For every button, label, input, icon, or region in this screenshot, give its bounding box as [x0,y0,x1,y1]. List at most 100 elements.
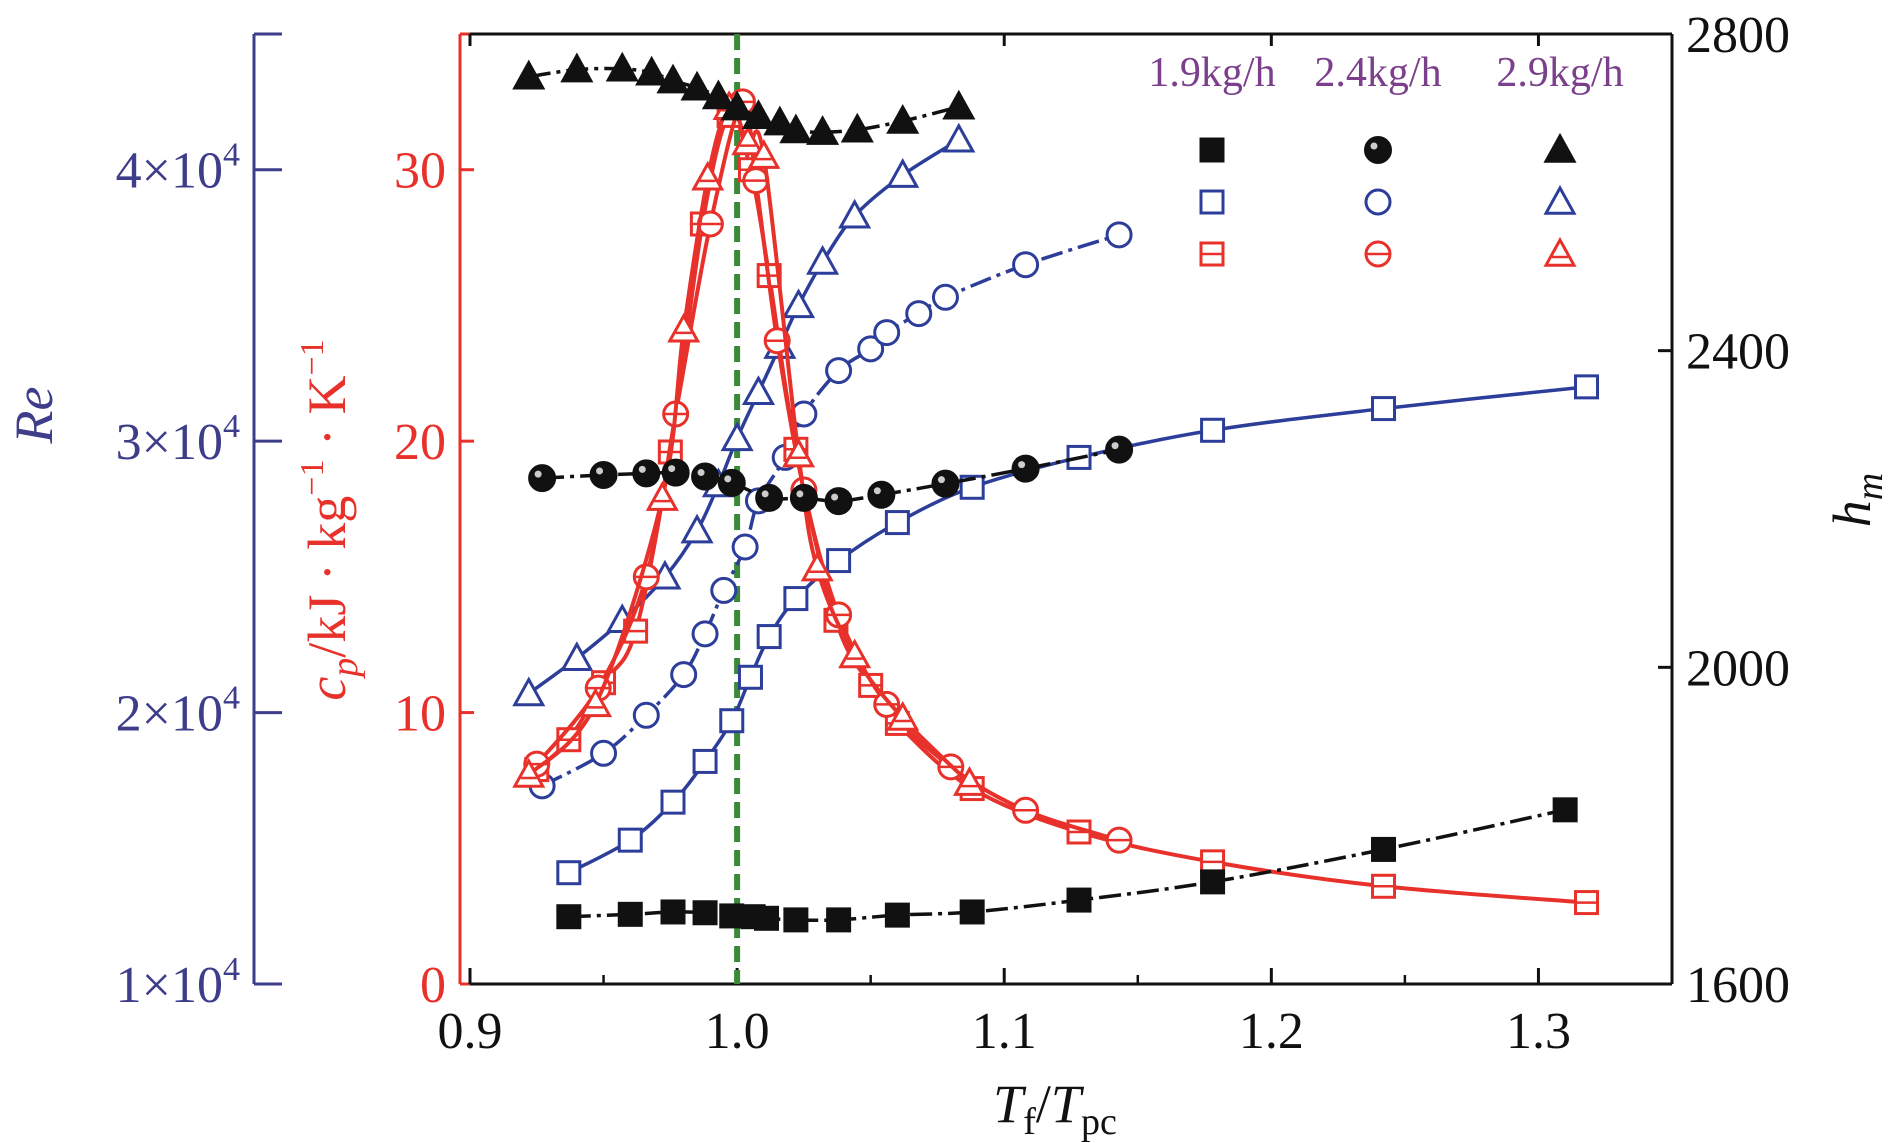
re-tick-exp: 4 [223,951,240,988]
data-point-hm-24 [789,483,818,512]
cp-axis-title-var: c [297,677,357,701]
re-tick-mantissa: 2 [116,686,142,743]
data-point-hm-24-highlight [796,490,804,498]
data-point-hm-19 [1066,887,1092,913]
legend-marker-cp [1543,236,1577,267]
data-point-hm-29 [806,115,840,145]
data-point-hm-24-highlight [761,490,769,498]
re-tick-mantissa: 3 [116,414,142,471]
data-point-cp-29 [838,638,872,669]
data-point-re-19 [783,586,809,612]
data-point-hm-29 [680,70,714,101]
data-point-hm-24-highlight [596,467,604,475]
series-hm-24 [528,435,1134,516]
data-point-hm-19 [1552,797,1578,823]
data-point-cp-29 [578,687,613,718]
data-point-cp-29 [731,125,765,156]
data-point-cp-29 [800,551,834,582]
data-point-hm-29 [741,99,776,130]
hm-axis-title: hm [1822,473,1891,527]
data-point-re-19 [959,474,985,500]
hm-tick-label: 1600 [1686,957,1790,1014]
data-point-hm-24 [717,468,746,497]
data-point-hm-24 [661,458,690,487]
legend-column-label: 1.9kg/h [1148,50,1275,96]
legend-column-label: 2.4kg/h [1314,50,1441,96]
data-point-hm-19 [556,904,582,930]
data-point-hm-24 [755,483,784,512]
data-point-hm-19 [1200,869,1226,895]
data-point-re-19 [719,708,745,734]
data-point-hm-19 [884,902,910,928]
legend-marker-re [1543,184,1577,215]
data-point-hm-19 [753,905,779,931]
data-point-hm-29 [560,52,594,83]
data-point-hm-29 [605,51,639,82]
data-point-hm-24-highlight [724,475,732,483]
data-point-hm-29 [635,55,669,86]
legend-marker-hm [1364,136,1392,164]
series-layer [512,51,1600,933]
data-point-cp-29 [886,700,920,731]
data-point-hm-29 [779,113,813,144]
data-point-re-24 [857,335,885,363]
data-point-re-29 [741,375,776,405]
legend-marker-re [1364,188,1392,216]
re-tick-times: ×10 [142,957,223,1014]
data-point-re-29 [838,198,872,229]
series-line-cp-24 [535,99,1120,843]
data-point-re-19 [1574,374,1600,400]
re-tick-times: ×10 [142,414,223,471]
legend-column-label: 2.9kg/h [1496,50,1623,96]
data-point-re-19 [617,827,643,853]
data-point-cp-29 [781,437,816,468]
data-point-re-24 [691,620,719,648]
data-point-hm-29 [942,89,976,120]
legend-marker-hm [1199,137,1225,163]
cp-axis: 0 10 20 30 [394,32,474,1014]
data-point-re-19 [660,789,686,815]
x-axis-title-den-sub: pc [1081,1101,1117,1143]
data-point-hm-24 [589,460,618,489]
data-point-hm-29 [886,103,920,134]
data-point-hm-24 [691,462,720,491]
data-point-re-24 [1012,251,1040,279]
data-point-hm-29 [701,79,735,110]
data-point-re-24 [825,357,853,385]
data-point-hm-19 [1371,836,1397,862]
data-point-hm-24-highlight [1018,461,1026,469]
series-line-re-29 [527,138,960,695]
series-hm-19 [556,797,1578,933]
data-point-re-24 [710,576,738,604]
series-re-29 [512,122,976,707]
x-axis-title-main-sub: f [1023,1101,1036,1143]
data-point-re-29 [512,676,546,707]
data-point-hm-19 [660,899,686,925]
re-tick-exp: 4 [223,680,240,717]
cp-tick-label: 30 [394,143,446,200]
re-axis-title: Re [4,387,64,445]
data-point-hm-24 [824,487,853,516]
cp-tick-label: 0 [420,957,446,1014]
data-point-hm-19 [783,907,809,933]
data-point-re-29 [886,158,920,188]
re-tick-mantissa: 1 [116,957,142,1014]
re-tick-mantissa: 4 [116,143,142,200]
data-point-cp-29 [667,312,701,343]
data-point-re-19 [1371,396,1397,422]
data-point-re-24 [590,739,618,767]
data-point-hm-24-highlight [1111,442,1119,450]
data-point-re-29 [720,421,754,452]
series-hm-29 [512,51,976,145]
data-point-hm-29 [656,63,690,94]
re-tick-times: ×10 [142,686,223,743]
data-point-hm-19 [826,907,852,933]
cp-axis-title-var-sub: p [324,658,366,680]
data-point-hm-24 [1105,435,1134,464]
data-point-hm-24 [867,480,896,509]
data-point-re-19 [756,624,782,650]
data-point-re-24 [905,300,933,328]
re-tick-exp: 4 [223,408,240,445]
